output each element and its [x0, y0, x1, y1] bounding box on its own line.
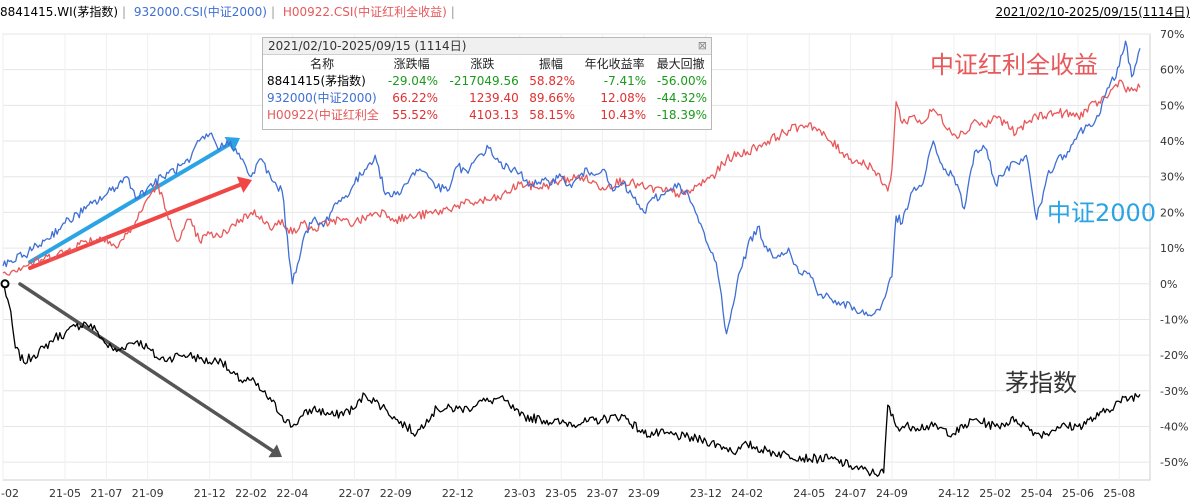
x-tick-label: 24-02	[731, 487, 763, 500]
start-marker	[0, 279, 10, 289]
stats-cell-change: 4103.13	[469, 107, 519, 122]
y-tick-label: 60%	[1160, 64, 1184, 77]
legend-item-maotai[interactable]: 8841415.WI(茅指数)	[0, 5, 119, 19]
stats-table: 名称 涨跌幅 涨跌 振幅 年化收益率 最大回撤 8841415(茅指数) -29.04% -2…	[263, 55, 711, 123]
stats-header-4: 年化收益率	[584, 57, 645, 71]
stats-cell-change_pct: 55.52%	[392, 107, 438, 122]
x-tick-label: 25-02	[979, 487, 1011, 500]
stats-row-name: H00922(中证红利全	[267, 108, 379, 122]
annotation-csi2000: 中证2000	[1047, 199, 1157, 227]
y-tick-label: 20%	[1160, 206, 1184, 219]
x-tick-label: 22-02	[235, 487, 267, 500]
stats-cell-max_dd: -18.39%	[656, 107, 707, 122]
annotation-dividend: 中证红利全收益	[930, 51, 1098, 79]
series-line[interactable]	[2, 283, 1141, 477]
y-tick-label: 40%	[1160, 135, 1184, 148]
x-tick-label: 21-09	[132, 487, 164, 500]
x-tick-label: 25-06	[1062, 487, 1094, 500]
stats-header-0: 名称	[310, 57, 335, 71]
chart-legend-bar: 8841415.WI(茅指数) | 932000.CSI(中证2000) | H00…	[0, 0, 1200, 24]
arrow-csi2000	[28, 136, 240, 264]
series-line[interactable]	[2, 40, 1141, 335]
x-tick-label: 21-07	[90, 487, 122, 500]
x-tick-label: 24-09	[876, 487, 908, 500]
stats-header-5: 最大回撤	[656, 57, 705, 71]
y-tick-label: -10%	[1160, 313, 1188, 326]
y-tick-label: 10%	[1160, 242, 1184, 255]
stats-header-1: 涨跌幅	[393, 57, 430, 71]
table-row[interactable]: H00922(中证红利全 55.52% 4103.13 58.15% 10.43% -18…	[263, 106, 711, 123]
x-tick-label: 23-09	[628, 487, 660, 500]
stats-table-panel[interactable]: 2021/02/10-2025/09/15 (1114日) ⊠ 名称 涨跌幅 涨跌 振…	[262, 37, 712, 130]
stats-cell-amplitude: 58.15%	[529, 107, 576, 122]
stats-table-title: 2021/02/10-2025/09/15 (1114日)	[268, 39, 467, 53]
y-tick-label: 30%	[1160, 171, 1184, 184]
stats-cell-max_dd: -44.32%	[656, 90, 707, 105]
stats-cell-amplitude: 58.82%	[529, 73, 576, 88]
stats-cell-amplitude: 89.66%	[529, 90, 576, 105]
x-tick-label: 22-04	[276, 487, 308, 500]
annotation-arrows	[18, 136, 282, 458]
x-tick-label: 22-12	[442, 487, 474, 500]
stats-cell-annual: -7.41%	[603, 73, 647, 88]
x-tick-label: 21-02	[0, 487, 19, 500]
y-tick-label: -50%	[1160, 456, 1188, 469]
stats-row-name: 932000(中证2000)	[267, 91, 377, 105]
stats-cell-annual: 10.43%	[600, 107, 647, 122]
stats-header-3: 振幅	[538, 57, 563, 71]
stats-cell-max_dd: -56.00%	[656, 73, 707, 88]
table-row[interactable]: 8841415(茅指数) -29.04% -217049.56 58.82% -7.41…	[263, 72, 711, 89]
series-lines	[0, 40, 1141, 477]
stats-cell-annual: 12.08%	[600, 90, 647, 105]
stats-cell-change_pct: 66.22%	[392, 90, 438, 105]
y-tick-label: 70%	[1160, 28, 1184, 41]
arrow-maotai	[18, 282, 282, 458]
axis-labels: 70% 60% 50% 40% 30% 20% 10% 0% -10% -20% -30% -40% -…	[0, 28, 1188, 500]
x-tick-label: 22-09	[380, 487, 412, 500]
stats-row-name: 8841415(茅指数)	[267, 74, 366, 88]
annotation-maotai: 茅指数	[1005, 369, 1077, 397]
x-tick-label: 24-07	[835, 487, 867, 500]
series-line[interactable]	[2, 79, 1141, 276]
y-tick-label: 50%	[1160, 99, 1184, 112]
stats-header-2: 涨跌	[470, 57, 495, 71]
x-tick-label: 21-05	[49, 487, 81, 500]
x-tick-label: 23-12	[690, 487, 722, 500]
legend-date-range: 2021/02/10-2025/09/15(1114日)	[995, 5, 1190, 19]
stats-cell-change_pct: -29.04%	[387, 73, 438, 88]
x-tick-label: 25-08	[1103, 487, 1135, 500]
x-tick-label: 21-12	[194, 487, 226, 500]
x-tick-label: 25-04	[1021, 487, 1053, 500]
y-tick-label: -30%	[1160, 385, 1188, 398]
y-tick-label: -20%	[1160, 349, 1188, 362]
x-tick-label: 22-07	[338, 487, 370, 500]
stats-cell-change: -217049.56	[449, 73, 519, 88]
x-tick-label: 23-07	[587, 487, 619, 500]
y-tick-label: 0%	[1160, 278, 1177, 291]
arrow-dividend	[28, 176, 252, 270]
x-tick-label: 23-03	[504, 487, 536, 500]
x-tick-label: 23-05	[545, 487, 577, 500]
legend-item-dividend[interactable]: H00922.CSI(中证红利全收益)	[282, 5, 447, 19]
table-row[interactable]: 932000(中证2000) 66.22% 1239.40 89.66% 12.08% -…	[263, 89, 711, 106]
x-tick-label: 24-05	[793, 487, 825, 500]
legend-item-csi2000[interactable]: 932000.CSI(中证2000)	[133, 5, 267, 19]
close-icon[interactable]: ⊠	[697, 39, 707, 52]
stats-cell-change: 1239.40	[469, 90, 519, 105]
x-tick-label: 24-12	[938, 487, 970, 500]
y-tick-label: -40%	[1160, 420, 1188, 433]
